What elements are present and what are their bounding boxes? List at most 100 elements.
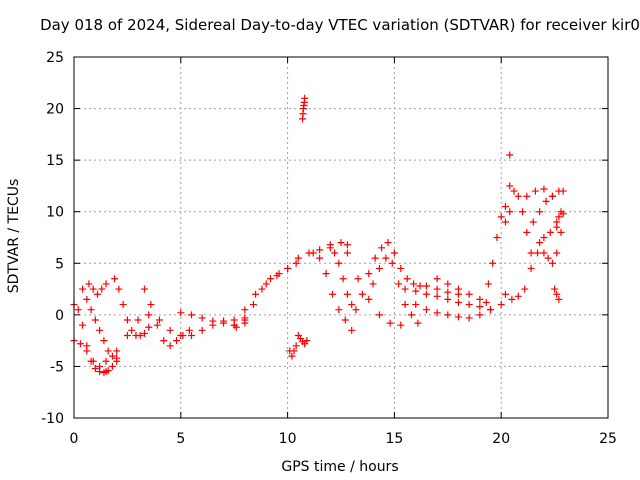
data-point-arc27-2	[540, 185, 548, 193]
data-point-arc21-5	[482, 298, 490, 306]
data-point-arc17-4	[384, 239, 392, 247]
data-point-arc7-0	[140, 285, 148, 293]
grid	[74, 57, 608, 418]
data-point-arc24-1	[508, 295, 516, 303]
data-point-arc5-0	[111, 275, 119, 283]
data-point-arc4-6	[104, 347, 112, 355]
x-tick-label: 25	[599, 431, 617, 447]
data-point-arc14-5	[341, 316, 349, 324]
data-point-arc4-2	[87, 306, 95, 314]
data-point-arc2-5	[102, 368, 110, 376]
x-tick-label: 15	[385, 431, 403, 447]
data-point-arc9-2	[252, 290, 260, 298]
data-point-arc10-1	[241, 316, 249, 324]
data-point-arc20-6	[476, 311, 484, 319]
data-point-arc22-3	[497, 213, 505, 221]
data-point-arc7-7	[185, 326, 193, 334]
x-axis-ticks: 0 5 10 15 20 25	[70, 57, 617, 447]
x-axis-label: GPS time / hours	[281, 459, 398, 475]
data-point-arc29-3	[548, 259, 556, 267]
data-point-arc21-1	[444, 280, 452, 288]
data-point-arc4-8	[113, 357, 121, 365]
data-point-arc9-11	[343, 241, 351, 249]
data-point-arc17-1	[365, 270, 373, 278]
data-point-arc16-3	[375, 311, 383, 319]
data-point-arc6-3	[134, 316, 142, 324]
data-point-arc18-1	[375, 264, 383, 272]
y-axis-label: SDTVAR / TECUs	[6, 179, 22, 294]
y-axis-ticks: -10 -5 0 5 10 15 20 25	[41, 50, 608, 427]
data-point-arc10-4	[267, 275, 275, 283]
data-point-arc8-2	[198, 314, 206, 322]
data-point-arc22-2	[493, 234, 501, 241]
data-point-arc23-4	[519, 208, 527, 216]
y-tick-label: 10	[46, 205, 64, 221]
data-point-arc5-8	[145, 323, 153, 331]
data-point-arc4-7	[108, 352, 116, 360]
data-point-arc7-4	[166, 342, 174, 350]
data-point-arc31-0	[553, 218, 561, 226]
data-point-arc26-0	[527, 264, 535, 272]
data-point-arc14-1	[316, 254, 324, 262]
data-point-arc7-1	[147, 301, 155, 309]
data-point-arc8-1	[187, 311, 195, 319]
data-point-arc10-6	[284, 264, 292, 272]
data-point-arc19-7	[476, 303, 484, 311]
data-point-arc5-1	[115, 285, 123, 293]
data-point-arc2-2	[83, 347, 91, 355]
data-marks	[70, 94, 567, 377]
data-point-arc2-4	[96, 362, 104, 370]
data-point-arc2-3	[89, 357, 97, 365]
data-point-arc20-3	[444, 311, 452, 319]
data-point-arc7-2	[153, 321, 161, 329]
data-point-arc27-1	[531, 187, 539, 195]
x-tick-label: 10	[279, 431, 297, 447]
data-point-arc15-6	[352, 306, 360, 314]
data-point-arc16-4	[386, 319, 394, 327]
data-point-arc12-4	[303, 337, 311, 345]
data-point-arc6-2	[123, 331, 131, 339]
data-point-arc18-4	[395, 280, 403, 288]
data-point-arc3-0	[85, 280, 93, 288]
data-point-arc21-3	[465, 290, 473, 298]
x-tick-label: 20	[492, 431, 510, 447]
data-point-arc9-8	[316, 246, 324, 254]
data-point-arc17-6	[397, 264, 405, 272]
y-tick-label: 20	[46, 102, 64, 118]
data-point-arc15-4	[343, 290, 351, 298]
data-point-arc30-0	[551, 285, 559, 293]
data-point-arc22-4	[501, 203, 509, 211]
data-point-arc23-3	[514, 192, 522, 200]
data-point-arc10-0	[232, 323, 240, 331]
data-point-arc17-11	[433, 285, 441, 293]
data-point-arc20-1	[422, 306, 430, 314]
data-point-arc20-4	[454, 313, 462, 321]
data-point-arc2-1	[76, 340, 84, 348]
data-point-arc3-1	[89, 285, 97, 293]
data-point-arc26-1	[534, 249, 542, 257]
data-point-arc17-2	[371, 254, 379, 262]
data-point-arc18-2	[382, 254, 390, 262]
data-point-arc8-3	[209, 317, 217, 325]
data-point-arc18-7	[414, 319, 422, 327]
data-point-arc3-3	[98, 285, 106, 293]
data-point-arc6-1	[113, 347, 121, 355]
data-point-arc3-4	[102, 280, 110, 288]
data-point-arc19-0	[401, 285, 409, 293]
data-point-arc19-4	[444, 295, 452, 303]
data-point-arc27-0	[523, 192, 531, 200]
data-point-arc10-2	[249, 301, 257, 309]
data-point-arc1-9	[108, 362, 116, 370]
data-point-arc18-3	[388, 259, 396, 267]
data-point-arc10-7	[292, 259, 300, 267]
data-point-arc15-5	[348, 301, 356, 309]
data-point-arc17-12	[444, 288, 452, 296]
data-point-arc6-4	[145, 311, 153, 319]
data-point-arc24-3	[521, 285, 529, 293]
data-point-arc20-2	[433, 309, 441, 317]
data-point-arc21-4	[476, 295, 484, 303]
data-point-arc13-5	[301, 94, 309, 102]
data-point-arc5-7	[140, 329, 148, 337]
data-point-arc22-5	[506, 208, 514, 216]
